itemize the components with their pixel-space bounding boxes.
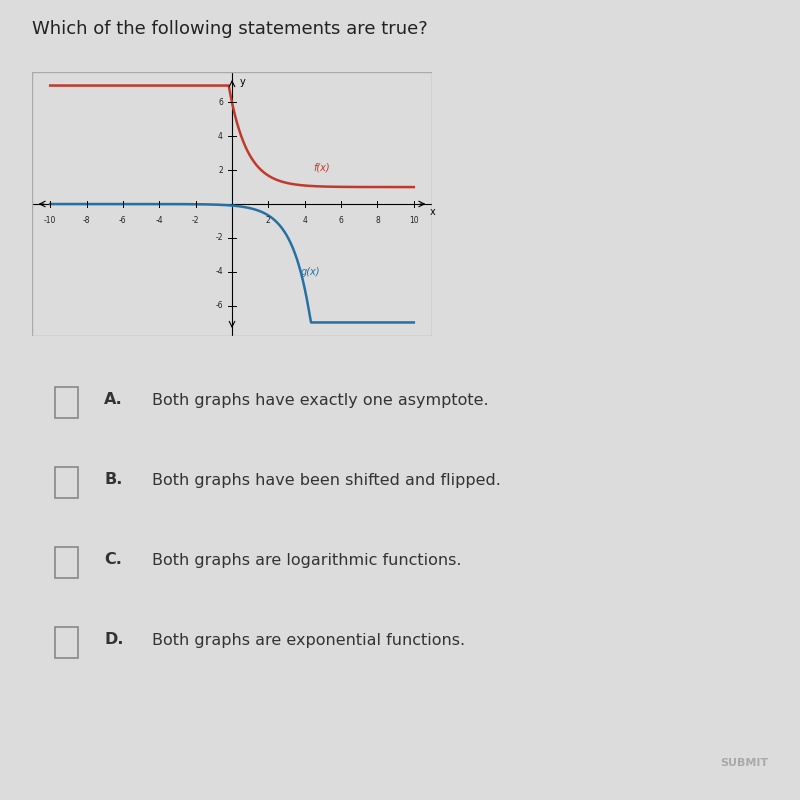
Text: -4: -4 <box>215 267 223 276</box>
Text: Both graphs are logarithmic functions.: Both graphs are logarithmic functions. <box>152 553 462 567</box>
Text: B.: B. <box>104 473 122 487</box>
Text: C.: C. <box>104 553 122 567</box>
Text: -4: -4 <box>155 216 163 225</box>
Text: 2: 2 <box>218 166 223 174</box>
Text: g(x): g(x) <box>301 267 321 277</box>
Text: 4: 4 <box>218 132 223 141</box>
Text: 10: 10 <box>409 216 418 225</box>
Text: -6: -6 <box>119 216 126 225</box>
Text: 6: 6 <box>338 216 343 225</box>
Text: D.: D. <box>104 633 123 647</box>
Text: -10: -10 <box>44 216 56 225</box>
Text: y: y <box>239 77 245 87</box>
Text: 2: 2 <box>266 216 270 225</box>
Text: Both graphs have exactly one asymptote.: Both graphs have exactly one asymptote. <box>152 393 489 407</box>
Text: -2: -2 <box>192 216 199 225</box>
Text: A.: A. <box>104 393 122 407</box>
Text: 6: 6 <box>218 98 223 107</box>
Text: Both graphs have been shifted and flipped.: Both graphs have been shifted and flippe… <box>152 473 501 487</box>
Text: -6: -6 <box>215 301 223 310</box>
Text: 8: 8 <box>375 216 380 225</box>
Text: 4: 4 <box>302 216 307 225</box>
Text: -2: -2 <box>215 234 223 242</box>
Text: -8: -8 <box>82 216 90 225</box>
Text: f(x): f(x) <box>314 162 330 172</box>
Text: x: x <box>430 207 436 218</box>
Text: Which of the following statements are true?: Which of the following statements are tr… <box>32 20 428 38</box>
Text: Both graphs are exponential functions.: Both graphs are exponential functions. <box>152 633 465 647</box>
Text: SUBMIT: SUBMIT <box>720 758 768 768</box>
